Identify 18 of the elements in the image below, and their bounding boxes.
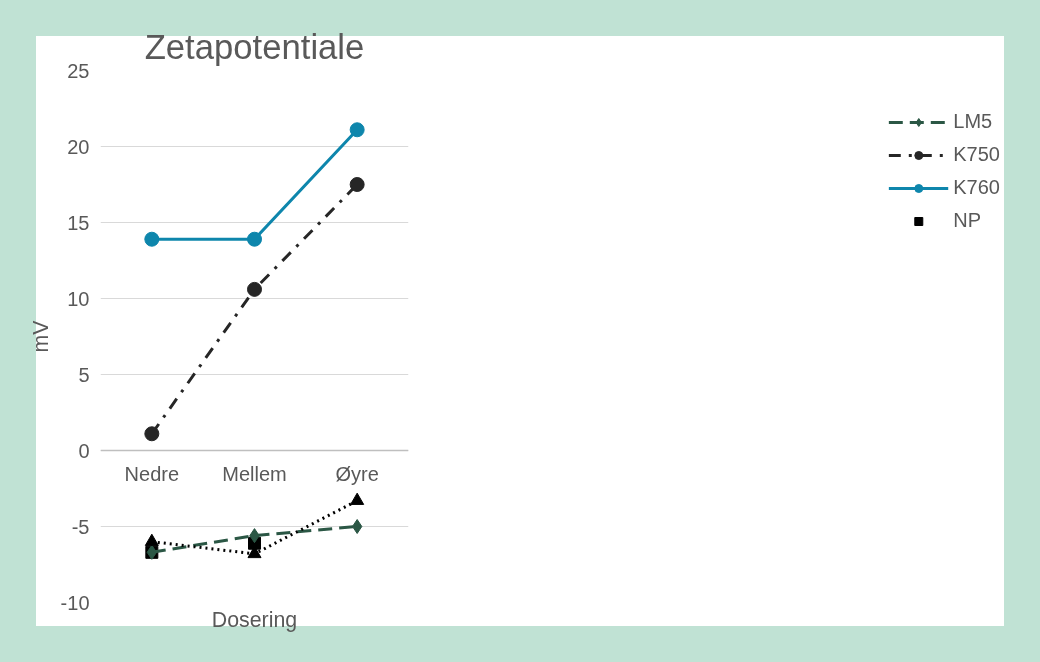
y-tick-label: 15 — [67, 211, 90, 234]
y-tick-label: -10 — [60, 591, 90, 614]
legend-label: LM5 — [953, 110, 993, 133]
x-tick-label: Mellem — [222, 462, 287, 485]
y-tick-label: 20 — [67, 135, 90, 158]
x-axis-title: Dosering — [211, 607, 298, 632]
y-tick-label: 0 — [78, 439, 90, 462]
y-tick-label: 5 — [78, 363, 90, 386]
y-tick-label: 25 — [67, 59, 90, 82]
legend-label: K750 — [953, 143, 1000, 166]
legend-label: K760 — [953, 176, 1000, 199]
x-tick-label: Nedre — [124, 462, 180, 485]
legend-label: NP — [953, 209, 982, 232]
y-tick-label: 10 — [67, 287, 90, 310]
chart-title: Zetapotentiale — [144, 27, 365, 66]
y-axis-title: mV — [28, 319, 53, 353]
y-tick-label: -5 — [71, 515, 90, 538]
x-tick-label: Øyre — [335, 462, 379, 485]
